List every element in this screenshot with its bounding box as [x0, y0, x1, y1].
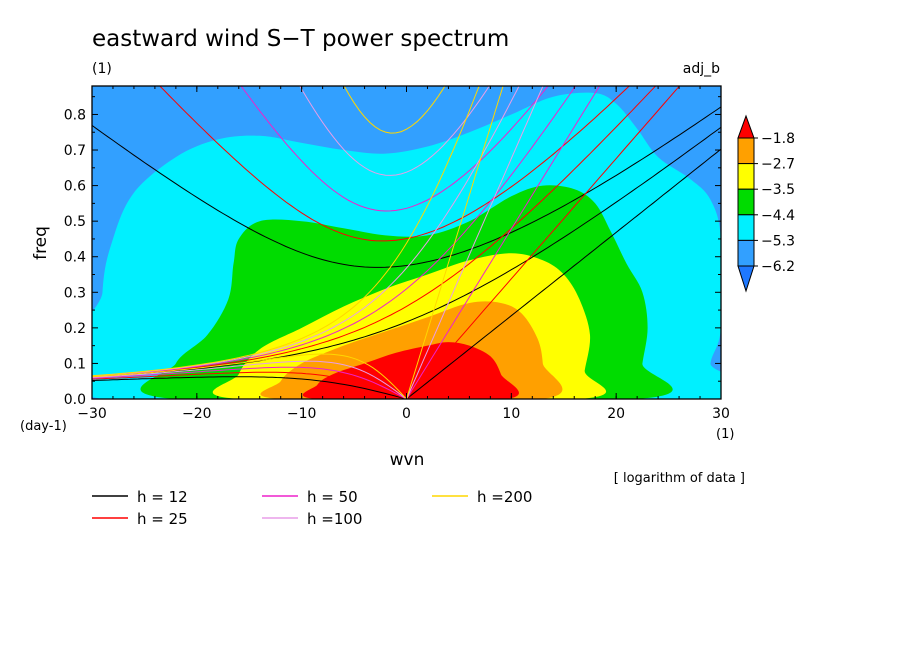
x-axis-unit: (1) [716, 427, 734, 442]
y-tick-label: 0.0 [64, 392, 86, 408]
contour-region [302, 342, 519, 399]
colorbar-swatch [737, 265, 755, 293]
legend-label: h = 50 [307, 488, 358, 506]
x-tick-label: 10 [502, 406, 520, 422]
dispersion-curve [406, 148, 721, 399]
x-axis-label: wvn [390, 450, 425, 470]
dispersion-curves [92, 86, 721, 399]
legend-label: h =100 [307, 510, 362, 528]
dispersion-curve [92, 366, 407, 399]
y-axis-label: freq [31, 226, 51, 260]
dispersion-curve [343, 86, 446, 134]
dispersion-curve [406, 86, 681, 399]
colorbar-label: −2.7 [761, 157, 795, 173]
chart-subtitle-left: (1) [92, 61, 112, 77]
colorbar-swatch [737, 137, 755, 165]
colorbar-label: −3.5 [761, 182, 795, 198]
dispersion-curve [92, 86, 480, 377]
x-tick-label: −20 [182, 406, 212, 422]
legend-label: h = 25 [137, 510, 188, 528]
dispersion-curve [92, 126, 721, 378]
dispersion-curve [92, 106, 721, 268]
colorbar-swatch [737, 214, 755, 241]
data-note: [ logarithm of data ] [614, 471, 745, 486]
dispersion-curve [299, 86, 490, 176]
colorbar-label: −1.8 [761, 131, 795, 147]
y-tick-label: 0.2 [64, 321, 86, 337]
colorbar-swatch [737, 163, 755, 190]
x-tick-label: 30 [712, 406, 730, 422]
dispersion-curve [92, 371, 407, 399]
dispersion-curve [406, 86, 544, 399]
dispersion-curve [406, 86, 601, 399]
y-tick-label: 0.4 [64, 250, 86, 266]
contour-fill [92, 86, 721, 399]
legend-label: h = 12 [137, 488, 188, 506]
legend: h = 12 h = 25 h = 50 h =100 h =200 [92, 488, 532, 528]
dispersion-curve [240, 86, 549, 212]
dispersion-curve [159, 86, 630, 242]
axes: −30 −20 −10 0 10 20 30 0.0 0.1 0.2 0.3 0.4 0.5 0.6 0.7… [64, 86, 730, 422]
y-tick-label: 0.7 [64, 143, 86, 159]
chart-subtitle-right: adj_b [683, 61, 720, 77]
y-axis-unit: (day-1) [20, 419, 67, 434]
dispersion-curve [92, 376, 407, 399]
y-tick-label: 0.8 [64, 107, 86, 123]
y-tick-label: 0.3 [64, 285, 86, 301]
x-tick-label: 20 [607, 406, 625, 422]
dispersion-curve [92, 86, 520, 377]
x-tick-label: −30 [77, 406, 107, 422]
dispersion-curve [406, 86, 504, 399]
colorbar-swatch [737, 114, 755, 139]
dispersion-curve [92, 86, 577, 377]
colorbar-label: −4.4 [761, 208, 795, 224]
legend-label: h =200 [477, 488, 532, 506]
x-tick-label: −10 [287, 406, 317, 422]
y-tick-label: 0.6 [64, 179, 86, 195]
colorbar-label: −5.3 [761, 233, 795, 249]
dispersion-curve [92, 353, 407, 399]
colorbar: −1.8 −2.7 −3.5 −4.4 −5.3 −6.2 [737, 114, 795, 293]
y-tick-label: 0.5 [64, 214, 86, 230]
dispersion-curve [92, 360, 407, 399]
colorbar-label: −6.2 [761, 259, 795, 275]
dispersion-curve [92, 86, 657, 378]
colorbar-swatch [737, 188, 755, 216]
y-tick-label: 0.1 [64, 356, 86, 372]
colorbar-swatch [737, 239, 755, 267]
chart-title: eastward wind S−T power spectrum [92, 26, 509, 52]
x-tick-label: 0 [402, 406, 411, 422]
